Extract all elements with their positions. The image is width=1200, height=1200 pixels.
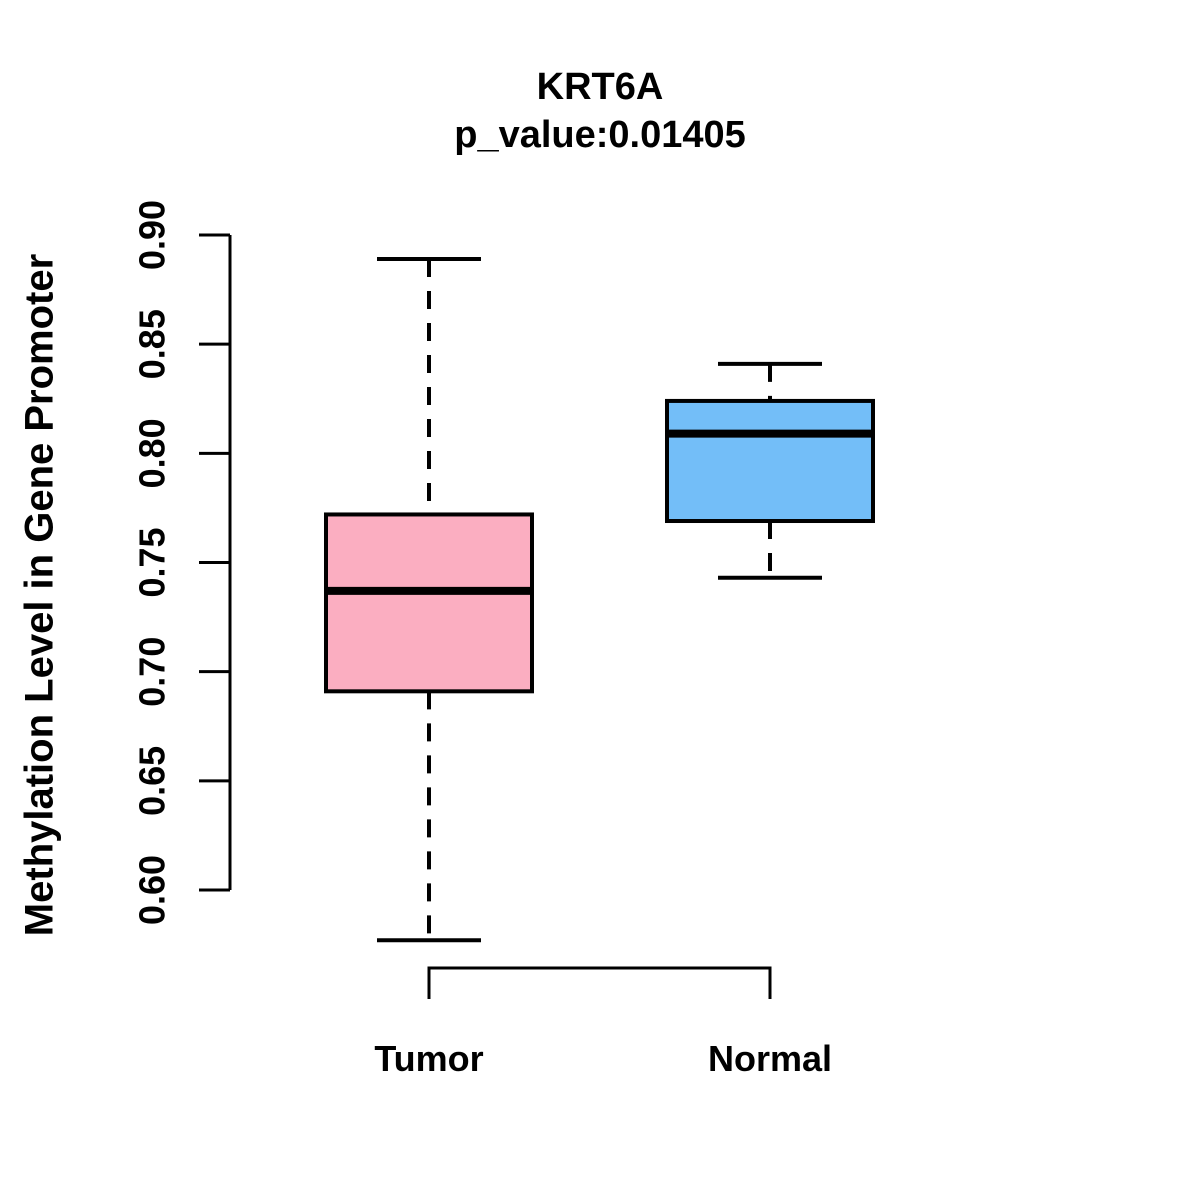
chart-title: KRT6A bbox=[536, 66, 664, 108]
y-tick-label: 0.65 bbox=[132, 746, 173, 816]
y-tick-label: 0.70 bbox=[132, 637, 173, 707]
category-label-normal: Normal bbox=[707, 1038, 833, 1079]
chart-subtitle-pvalue: p_value:0.01405 bbox=[454, 114, 746, 156]
box-normal bbox=[665, 398, 875, 524]
x-axis-bracket bbox=[427, 966, 772, 999]
y-tick-label: 0.60 bbox=[132, 855, 173, 925]
y-tick-label: 0.80 bbox=[132, 418, 173, 488]
y-tick-label: 0.90 bbox=[132, 200, 173, 270]
y-tick-label: 0.75 bbox=[132, 527, 173, 597]
category-label-tumor: Tumor bbox=[374, 1038, 484, 1079]
box-tumor bbox=[324, 512, 534, 694]
y-tick-label: 0.85 bbox=[132, 309, 173, 379]
